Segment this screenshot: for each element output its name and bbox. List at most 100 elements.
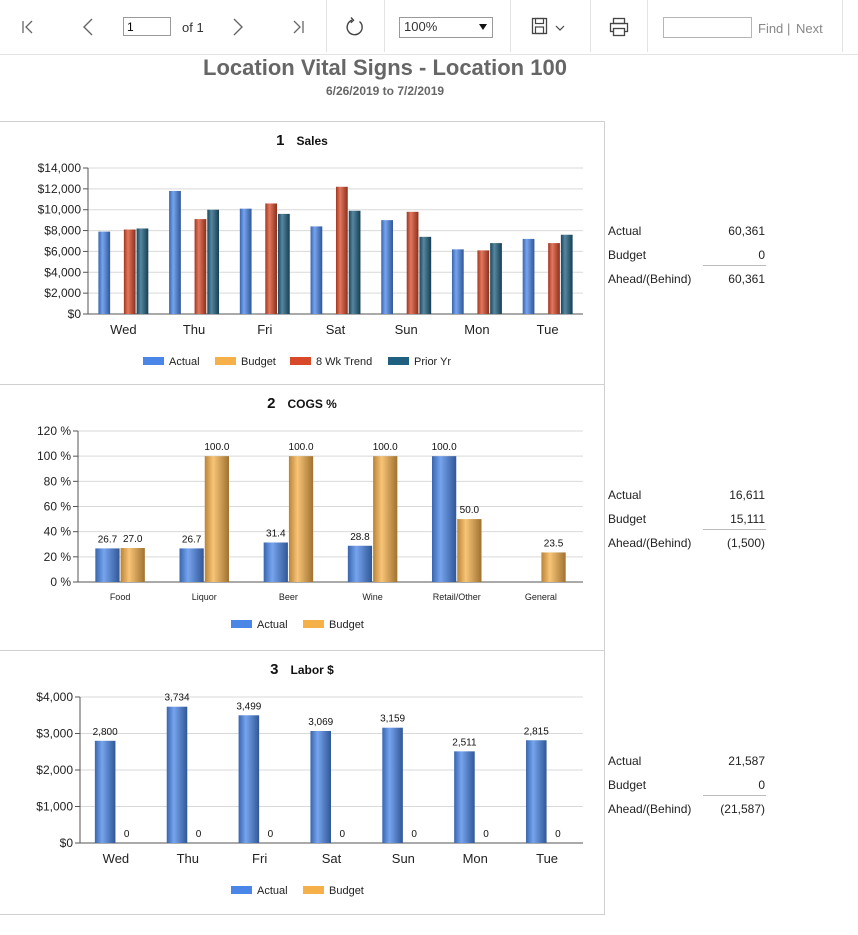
y-tick-label: 120 % [37,424,71,438]
bar-actual [239,208,252,314]
summary-actual-value: 60,361 [728,224,765,238]
zoom-value: 100% [404,19,438,34]
summary-ahead-label: Ahead/(Behind) [608,536,692,550]
bar-8-wk-trend [406,211,419,314]
summary-actual-label: Actual [608,754,642,768]
y-tick-label: $0 [68,307,82,321]
zoom-select[interactable]: 100% [399,17,493,38]
summary-actual-label: Actual [608,224,642,238]
cogs-chart: 2 COGS % 0 % 20 % 40 % 60 % 80 % 100 % 120 % 26.7… [37,395,583,631]
bar-budget [288,456,314,582]
bar-budget [541,552,566,582]
labor-panel: 3 Labor $ $0 $1,000 $2,000 $3,000 $4,000 2,800 0… [0,651,605,915]
bar-actual [238,715,260,843]
bar-8-wk-trend [194,219,207,314]
legend-swatch [303,886,324,894]
legend-swatch [388,357,409,365]
data-label: 3,069 [308,717,333,728]
bar-8-wk-trend [548,243,560,314]
data-label: 3,734 [164,693,189,704]
x-tick-label: Liquor [192,592,217,602]
legend-swatch [303,620,324,628]
y-tick-label: $0 [60,836,74,850]
summary-ahead-label: Ahead/(Behind) [608,272,692,286]
export-save-button[interactable] [529,15,571,39]
legend-swatch [231,620,252,628]
data-label: 0 [411,829,417,840]
section-title: Labor $ [291,663,335,677]
data-label: 100.0 [432,442,457,453]
data-label: 28.8 [350,532,370,543]
x-tick-label: Tue [537,322,559,337]
bar-budget [457,519,482,582]
legend-label: Budget [329,885,364,897]
x-tick-label: General [525,592,557,602]
section-title: Sales [296,134,328,148]
summary-budget-label: Budget [608,512,647,526]
last-page-button[interactable] [287,15,309,39]
find-input[interactable] [663,17,752,38]
bar-actual [522,238,535,314]
y-tick-label: $1,000 [36,800,73,814]
summary-ahead-value: (21,587) [720,802,765,816]
first-page-button[interactable] [17,15,39,39]
labor-summary: Actual 21,587 Budget 0 Ahead/(Behind) (21,5… [608,754,768,826]
report-date-range: 6/26/2019 to 7/2/2019 [325,84,445,98]
legend-swatch [290,357,311,365]
previous-page-button[interactable] [77,15,99,39]
toolbar-separator [326,0,327,52]
next-page-button[interactable] [227,15,249,39]
next-match-button[interactable]: Next [796,21,823,36]
data-label: 26.7 [182,534,202,545]
chart-header: 2 COGS % [267,395,337,412]
bar-budget [120,548,145,582]
data-label: 0 [555,829,561,840]
last-page-icon [293,20,304,34]
x-tick-label: Tue [536,851,558,866]
bar-prior-yr [419,236,432,314]
legend-swatch [215,357,236,365]
y-tick-label: 100 % [37,449,71,463]
bar-budget [204,456,229,582]
bar-prior-yr [207,209,220,314]
bar-actual [95,548,120,582]
data-label: 100.0 [289,442,314,453]
bar-actual [432,456,457,582]
data-label: 3,159 [380,714,405,725]
bar-actual [451,249,464,314]
bar-actual [454,751,475,843]
y-tick-label: $8,000 [44,224,81,238]
report-title: Location Vital Signs - Location 100 [203,55,567,80]
bar-8-wk-trend [336,186,348,314]
y-tick-label: $4,000 [36,690,73,704]
chart-header: 3 Labor $ [270,661,334,678]
data-label: 3,499 [236,701,261,712]
bar-8-wk-trend [123,229,136,314]
refresh-button[interactable] [343,15,367,39]
bar-actual [179,548,204,582]
page-number-input[interactable] [123,17,171,36]
find-divider: | [787,21,791,36]
data-label: 0 [268,829,274,840]
y-tick-label: $10,000 [38,203,82,217]
dropdown-arrow-icon [479,24,487,30]
summary-actual-label: Actual [608,488,642,502]
y-tick-label: $6,000 [44,244,81,258]
bar-prior-yr [490,243,502,314]
toolbar-separator [590,0,591,52]
bar-actual [166,706,188,843]
y-tick-label: $2,000 [44,286,81,300]
first-page-icon [22,20,33,34]
x-tick-label: Sat [326,322,346,337]
find-button[interactable]: Find [758,21,784,36]
data-label: 100.0 [204,442,229,453]
print-button[interactable] [608,15,630,39]
summary-budget-value: 0 [758,778,765,792]
y-tick-label: 80 % [44,474,72,488]
summary-actual-value: 16,611 [729,488,765,502]
x-tick-label: Sun [395,322,418,337]
summary-budget-label: Budget [608,248,647,262]
y-tick-label: 20 % [44,550,72,564]
toolbar-separator [842,0,843,52]
cogs-summary: Actual 16,611 Budget 15,111 Ahead/(Behind)… [608,488,768,560]
